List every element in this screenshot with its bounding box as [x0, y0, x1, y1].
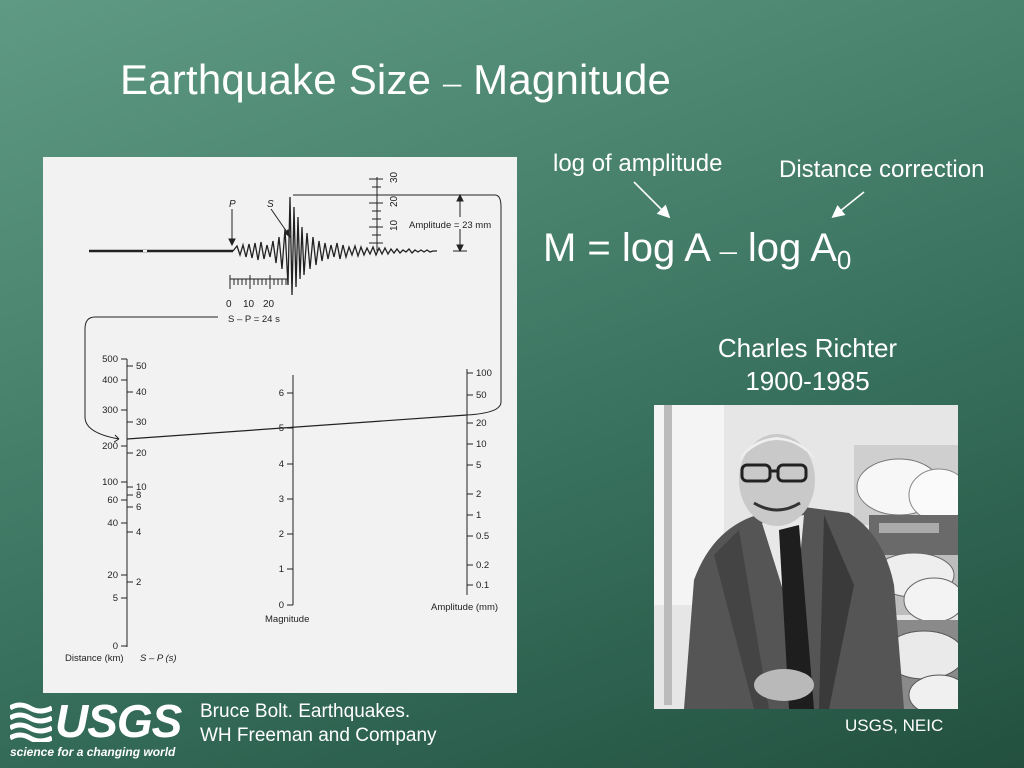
sp-scale-label: 10 — [136, 482, 147, 493]
sp-scale-label: 4 — [136, 527, 141, 538]
person-years: 1900-1985 — [745, 366, 870, 396]
credit-line-2: WH Freeman and Company — [200, 725, 437, 746]
person-name: Charles Richter — [717, 333, 898, 363]
sp-scale-label: 8 — [136, 490, 141, 501]
sp-scale-label: 6 — [136, 502, 141, 513]
nomogram-figure: P S Amplitude = 23 mm 0 10 20 S – P = 24… — [43, 157, 517, 693]
arrow-log-amplitude — [633, 181, 671, 219]
sp-scale-label: 50 — [136, 361, 147, 372]
distance-tick: 300 — [102, 405, 118, 416]
sp-scale-label: 30 — [136, 417, 147, 428]
sp-tick-20: 20 — [263, 299, 275, 310]
amplitude-tick: 5 — [476, 460, 481, 471]
title-main: Earthquake Size — [120, 56, 432, 103]
magnitude-axis-label: Magnitude — [265, 614, 309, 625]
distance-tick: 100 — [102, 477, 118, 488]
distance-tick: 400 — [102, 375, 118, 386]
magnitude-tick: 5 — [279, 423, 284, 434]
magnitude-tick: 3 — [279, 494, 284, 505]
usgs-tagline: science for a changing world — [10, 745, 176, 759]
magnitude-tick: 0 — [279, 600, 284, 611]
magnitude-tick: 4 — [279, 459, 284, 470]
amplitude-tick: 0.5 — [476, 531, 489, 542]
richter-photo — [654, 405, 958, 709]
sp-tick-10: 10 — [243, 299, 255, 310]
distance-correction-label: Distance correction — [779, 156, 985, 183]
amp-scale-tick-10: 10 — [389, 219, 400, 231]
nomogram-line — [126, 414, 468, 440]
sp-scale-ticks — [229, 275, 287, 289]
equation-subscript: 0 — [836, 245, 852, 275]
equation-rhs: log A — [747, 226, 837, 270]
distance-tick: 0 — [113, 641, 118, 652]
amplitude-tick: 10 — [476, 439, 487, 450]
sp-value-label: S – P = 24 s — [228, 314, 280, 325]
amplitude-tick: 1 — [476, 510, 481, 521]
distance-tick: 500 — [102, 354, 118, 365]
person-caption: Charles Richter 1900-1985 — [690, 332, 925, 398]
annotation-arrows — [633, 181, 865, 219]
amplitude-axis-label: Amplitude (mm) — [431, 602, 498, 613]
amplitude-tick: 0.2 — [476, 560, 489, 571]
magnitude-tick: 6 — [279, 388, 284, 399]
amplitude-tick: 50 — [476, 390, 487, 401]
distance-axis-label: Distance (km) — [65, 653, 124, 664]
distance-tick: 5 — [113, 593, 118, 604]
distance-tick: 20 — [107, 570, 118, 581]
figure-credit: Bruce Bolt. Earthquakes. WH Freeman and … — [200, 700, 437, 748]
usgs-wave-icon — [10, 702, 52, 742]
amplitude-tick: 2 — [476, 489, 481, 500]
usgs-logo-text: USGS — [55, 695, 182, 747]
amplitude-tick: 100 — [476, 368, 492, 379]
magnitude-equation: M = log A – log A0 — [543, 226, 851, 276]
amplitude-tick: 0.1 — [476, 580, 489, 591]
sp-tick-0: 0 — [226, 299, 232, 310]
connector-left — [84, 316, 218, 440]
distance-tick: 40 — [107, 518, 118, 529]
arrow-distance-correction — [831, 191, 865, 218]
connector-right — [466, 194, 502, 416]
nomogram-svg: P S Amplitude = 23 mm 0 10 20 S – P = 24… — [65, 171, 502, 664]
usgs-logo: USGS science for a changing world — [10, 695, 185, 764]
sp-scale-label: 2 — [136, 577, 141, 588]
title-rest: Magnitude — [473, 56, 672, 103]
equation-lhs: M = log A — [543, 226, 709, 270]
sp-axis-label: S – P (s) — [140, 653, 177, 664]
title-dash: – — [443, 62, 462, 102]
distance-tick: 200 — [102, 441, 118, 452]
amplitude-tick: 20 — [476, 418, 487, 429]
amp-scale-tick-20: 20 — [389, 195, 400, 207]
amp-scale-tick-30: 30 — [389, 171, 400, 183]
magnitude-tick: 1 — [279, 564, 284, 575]
sp-scale-label: 40 — [136, 387, 147, 398]
distance-tick: 60 — [107, 495, 118, 506]
p-label: P — [229, 199, 236, 210]
s-label: S — [267, 199, 274, 210]
photo-credit: USGS, NEIC — [845, 716, 944, 735]
magnitude-tick: 2 — [279, 529, 284, 540]
sp-scale-label: 20 — [136, 448, 147, 459]
amplitude-label: Amplitude = 23 mm — [409, 220, 491, 231]
slide-title: Earthquake Size – Magnitude — [120, 56, 671, 104]
equation-dash: – — [719, 232, 737, 269]
credit-line-1: Bruce Bolt. Earthquakes. — [200, 701, 411, 722]
s-arrow — [270, 208, 290, 236]
log-amplitude-label: log of amplitude — [553, 150, 723, 177]
seismogram-trace — [232, 196, 437, 296]
